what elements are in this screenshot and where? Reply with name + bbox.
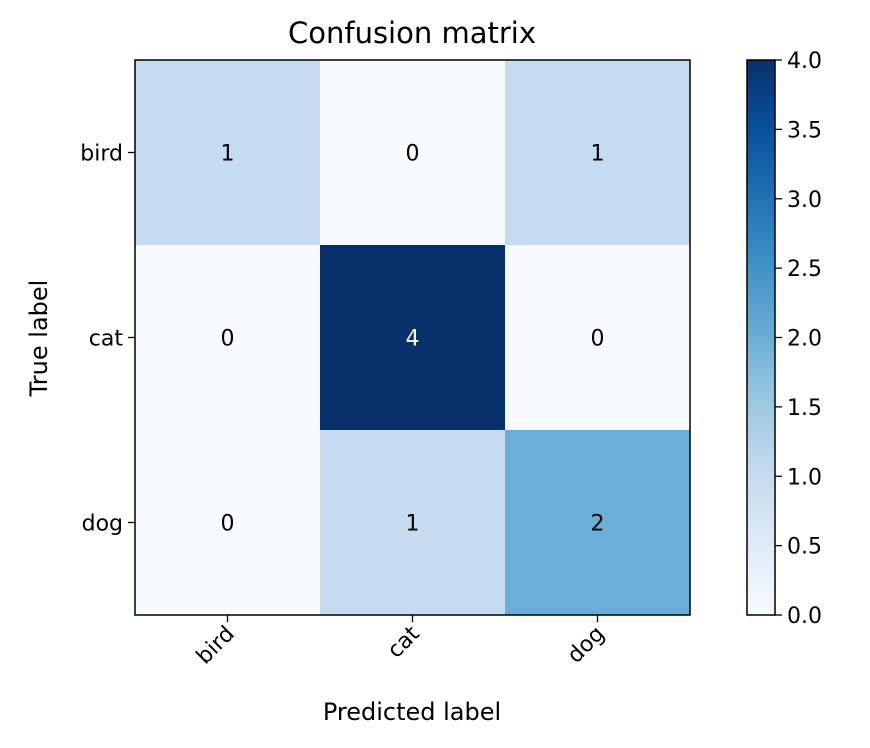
heatmap-cell bbox=[135, 430, 321, 616]
colorbar-gradient bbox=[746, 59, 776, 616]
heatmap-cell-labels: 1 0 1 0 4 0 0 1 2 bbox=[221, 142, 605, 537]
cell-value-label: 0 bbox=[221, 512, 235, 537]
colorbar: 0.0 0.5 1.0 1.5 2.0 2.5 3.0 3.5 4.0 bbox=[746, 49, 822, 629]
colorbar-tick-label: 3.5 bbox=[787, 118, 822, 143]
heatmap-cell bbox=[320, 245, 506, 431]
x-tick-label: cat bbox=[383, 621, 425, 663]
heatmap-cells bbox=[135, 60, 691, 616]
cell-value-label: 1 bbox=[406, 512, 420, 537]
heatmap-cell bbox=[135, 60, 321, 246]
cell-value-label: 0 bbox=[221, 327, 235, 352]
y-tick-label: dog bbox=[82, 512, 123, 537]
x-tick-label: bird bbox=[192, 622, 240, 670]
colorbar-tick-label: 0.0 bbox=[787, 604, 822, 629]
chart-title: Confusion matrix bbox=[288, 16, 536, 50]
y-tick-label: bird bbox=[80, 142, 123, 167]
x-tick-label: dog bbox=[563, 622, 610, 669]
colorbar-tick-label: 4.0 bbox=[787, 49, 822, 74]
cell-value-label: 1 bbox=[221, 142, 235, 167]
colorbar-tick-label: 3.0 bbox=[787, 188, 822, 213]
cell-value-label: 2 bbox=[591, 512, 605, 537]
colorbar-tick-label: 0.5 bbox=[787, 535, 822, 560]
y-axis-title: True label bbox=[25, 280, 53, 398]
y-axis-ticks: bird cat dog bbox=[80, 142, 135, 537]
x-axis-ticks: bird cat dog bbox=[192, 615, 610, 669]
colorbar-ticks: 0.0 0.5 1.0 1.5 2.0 2.5 3.0 3.5 4.0 bbox=[775, 49, 822, 629]
y-tick-label: cat bbox=[89, 327, 124, 352]
heatmap-cell bbox=[320, 430, 506, 616]
heatmap-cell bbox=[320, 60, 506, 246]
cell-value-label: 1 bbox=[591, 142, 605, 167]
cell-value-label: 0 bbox=[406, 142, 420, 167]
cell-value-label: 4 bbox=[406, 327, 420, 352]
heatmap-cell bbox=[505, 245, 691, 431]
heatmap-cell bbox=[505, 60, 691, 246]
colorbar-tick-label: 1.0 bbox=[787, 465, 822, 490]
heatmap-cell bbox=[135, 245, 321, 431]
heatmap-cell bbox=[505, 430, 691, 616]
colorbar-tick-label: 2.0 bbox=[787, 327, 822, 352]
x-axis-title: Predicted label bbox=[323, 698, 501, 726]
colorbar-tick-label: 1.5 bbox=[787, 396, 822, 421]
cell-value-label: 0 bbox=[591, 327, 605, 352]
colorbar-tick-label: 2.5 bbox=[787, 257, 822, 282]
